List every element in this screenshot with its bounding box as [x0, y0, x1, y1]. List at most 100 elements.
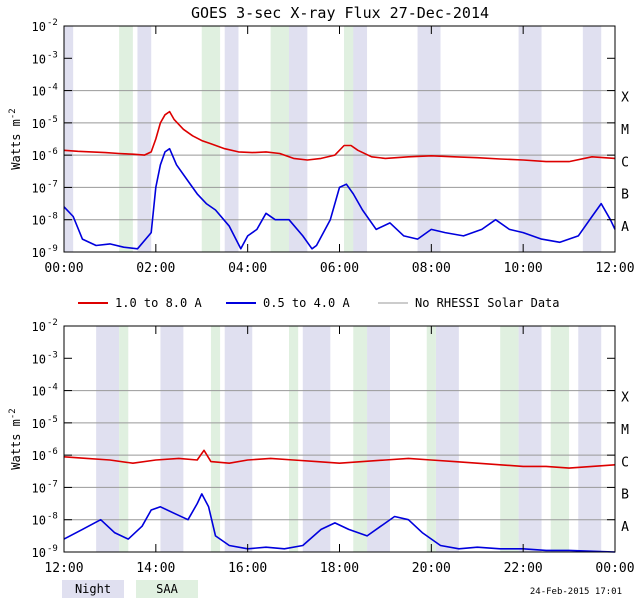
saa-band-6	[550, 326, 570, 552]
y-tick-exponent-7: -9	[47, 544, 58, 554]
y-tick-label-5: 10	[32, 181, 46, 195]
night-band-0	[96, 326, 120, 552]
y-tick-exponent-3: -5	[47, 415, 58, 425]
y-tick-exponent-4: -6	[47, 147, 58, 157]
night-band-1	[137, 26, 152, 252]
y-tick-label-6: 10	[32, 514, 46, 528]
top-panel-y-ticks: 10-210-310-410-510-610-710-810-9	[32, 18, 615, 260]
x-tick-label-2: 04:00	[228, 261, 267, 276]
x-tick-label-5: 10:00	[504, 261, 543, 276]
flare-class-x: X	[621, 391, 629, 406]
y-tick-label-7: 10	[32, 246, 46, 260]
top-panel-bands	[64, 26, 602, 252]
y-tick-label-0: 10	[32, 20, 46, 34]
generation-timestamp: 24-Feb-2015 17:01	[530, 587, 622, 597]
y-tick-exponent-7: -9	[47, 244, 58, 254]
top-panel: 10-210-310-410-510-610-710-810-9 00:00 02…	[8, 18, 635, 276]
night-band-6	[518, 326, 542, 552]
flare-class-b: B	[621, 188, 629, 203]
night-band-2	[224, 326, 253, 552]
saa-band-0	[119, 26, 133, 252]
bottom-panel-gridlines	[64, 390, 615, 521]
y-tick-exponent-2: -4	[47, 83, 58, 93]
saa-band-2	[288, 326, 299, 552]
flare-class-m: M	[621, 423, 629, 438]
bottom-panel-series	[63, 449, 616, 553]
night-band-4	[367, 326, 391, 552]
series-legend: 1.0 to 8.0 A 0.5 to 4.0 A No RHESSI Sola…	[78, 296, 560, 310]
y-tick-label-4: 10	[32, 449, 46, 463]
flare-class-a: A	[621, 220, 629, 235]
y-tick-label-3: 10	[32, 417, 46, 431]
flare-class-x: X	[621, 91, 629, 106]
series-line-0	[63, 449, 616, 469]
x-tick-label-4: 08:00	[412, 261, 451, 276]
band-legend: Night SAA 24-Feb-2015 17:01	[62, 580, 622, 598]
top-panel-x-ticks: 00:00 02:00 04:00 06:00 08:00 10:00 12:00	[44, 26, 635, 276]
saa-band-0	[119, 326, 129, 552]
saa-band-1	[210, 326, 221, 552]
night-band-3	[288, 26, 308, 252]
bottom-panel-y-ticks: 10-210-310-410-510-610-710-810-9	[32, 318, 615, 560]
x-tick-label-1: 14:00	[136, 561, 175, 576]
saa-swatch	[136, 580, 198, 598]
x-tick-label-0: 00:00	[44, 261, 83, 276]
saa-band-3	[344, 26, 354, 252]
chart-title: GOES 3-sec X-ray Flux 27-Dec-2014	[191, 4, 489, 22]
saa-band-5	[500, 326, 519, 552]
x-tick-label-4: 20:00	[412, 561, 451, 576]
night-band-5	[435, 326, 459, 552]
saa-band-4	[426, 326, 436, 552]
y-tick-exponent-3: -5	[47, 115, 58, 125]
night-band-1	[160, 326, 184, 552]
top-y-axis-label: Watts m-2	[8, 108, 23, 169]
y-tick-label-7: 10	[32, 546, 46, 560]
flare-class-b: B	[621, 488, 629, 503]
x-tick-label-3: 18:00	[320, 561, 359, 576]
top-panel-series	[63, 110, 616, 250]
y-tick-exponent-4: -6	[47, 447, 58, 457]
saa-band-2	[270, 26, 289, 252]
x-tick-label-2: 16:00	[228, 561, 267, 576]
bottom-y-axis-label-sup: -2	[8, 408, 18, 419]
series-line-1	[63, 147, 616, 250]
flare-class-m: M	[621, 123, 629, 138]
series-line-0	[63, 110, 616, 163]
bottom-panel-x-ticks: 12:00 14:00 16:00 18:00 20:00 22:00 00:00	[44, 326, 635, 576]
saa-band-1	[201, 26, 221, 252]
top-panel-flare-classes: X M C B A	[621, 91, 629, 235]
night-band-3	[302, 326, 331, 552]
bottom-panel-flare-classes: X M C B A	[621, 391, 629, 535]
y-tick-exponent-6: -8	[47, 512, 58, 522]
y-tick-exponent-5: -7	[47, 179, 58, 189]
y-tick-exponent-1: -3	[47, 50, 58, 60]
y-tick-label-5: 10	[32, 481, 46, 495]
flare-class-c: C	[621, 455, 629, 470]
y-tick-label-3: 10	[32, 117, 46, 131]
top-y-axis-label-base: Watts m	[9, 119, 23, 170]
night-band-6	[518, 26, 542, 252]
bottom-panel-bands	[96, 326, 602, 552]
y-tick-exponent-1: -3	[47, 350, 58, 360]
y-tick-exponent-6: -8	[47, 212, 58, 222]
y-tick-label-6: 10	[32, 214, 46, 228]
legend-label-long-channel: 1.0 to 8.0 A	[115, 296, 202, 310]
flare-class-a: A	[621, 520, 629, 535]
y-tick-label-4: 10	[32, 149, 46, 163]
x-tick-label-6: 00:00	[595, 561, 634, 576]
x-tick-label-6: 12:00	[595, 261, 634, 276]
x-tick-label-3: 06:00	[320, 261, 359, 276]
night-label: Night	[75, 582, 111, 596]
night-band-0	[64, 26, 74, 252]
y-tick-exponent-2: -4	[47, 383, 58, 393]
y-tick-label-1: 10	[32, 52, 46, 66]
night-band-5	[417, 26, 441, 252]
y-tick-label-0: 10	[32, 320, 46, 334]
flare-class-c: C	[621, 155, 629, 170]
bottom-y-axis-label-base: Watts m	[9, 419, 23, 470]
night-band-2	[224, 26, 239, 252]
y-tick-label-2: 10	[32, 385, 46, 399]
legend-label-short-channel: 0.5 to 4.0 A	[263, 296, 350, 310]
y-tick-exponent-0: -2	[47, 18, 58, 28]
